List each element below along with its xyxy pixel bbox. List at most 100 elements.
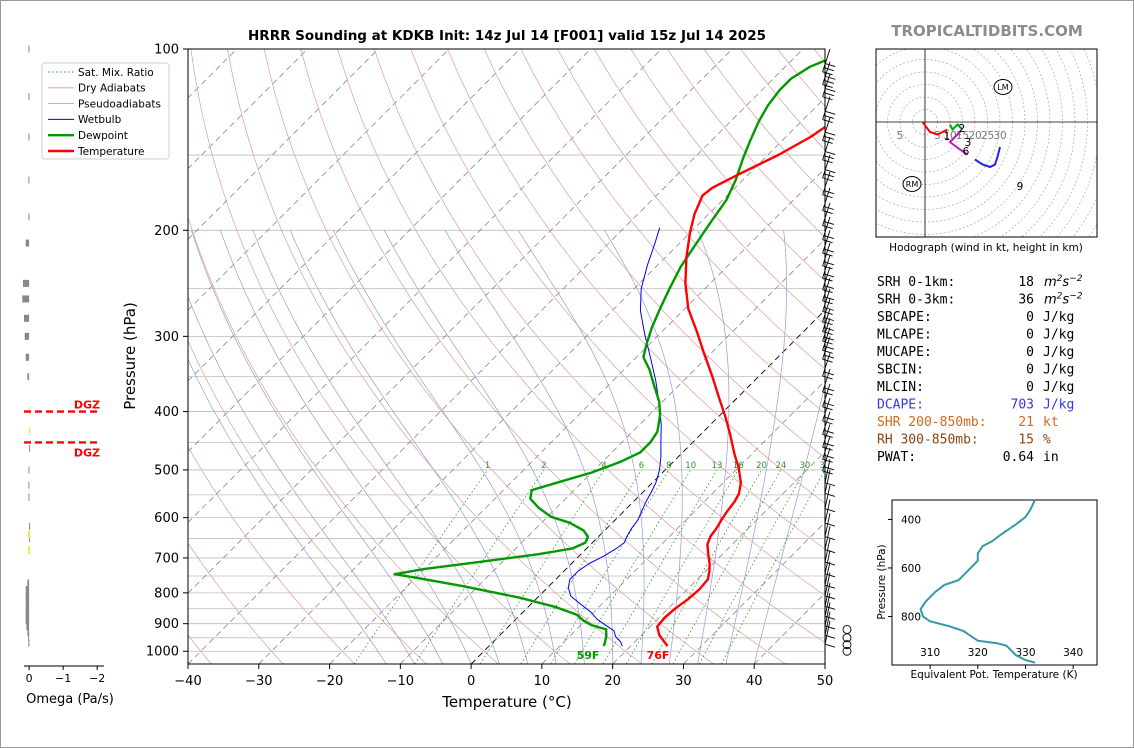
x-tick-label: 50 [817, 674, 834, 689]
theta-e-y-tick-label: 400 [901, 514, 921, 526]
theta-e-frame [891, 499, 1098, 666]
isotherm-line [683, 521, 825, 664]
dgz-label: DGZ [74, 446, 100, 459]
pseudoadiabat-line [333, 230, 557, 664]
pseudoadiabat-line [220, 230, 472, 664]
barb-staff [822, 308, 831, 332]
isotherm-line [188, 49, 662, 523]
barb-staff [824, 611, 831, 636]
barb-staff [824, 538, 831, 563]
omega-bar [28, 133, 30, 141]
parameter-label: SRH 0-1km: [877, 275, 955, 290]
barb-staff [822, 411, 831, 435]
barb-flag [823, 317, 835, 322]
parameter-row: PWAT: 0.64 in [877, 450, 1059, 465]
storm-motion-marker [902, 176, 922, 192]
dgz-label: DGZ [74, 399, 100, 412]
x-tick-label: −20 [316, 674, 343, 689]
wind-barb [824, 620, 836, 648]
isotherm-line [329, 168, 825, 664]
mixing-ratio-label: 1 [485, 461, 490, 471]
parameter-unit: J/kg [1043, 345, 1074, 360]
hodograph-ring-label: 30 [993, 130, 1006, 142]
wind-barb [822, 187, 835, 215]
hodograph-height-label: 1 [944, 131, 951, 143]
wind-barb [824, 459, 836, 487]
y-tick-label: 400 [154, 405, 179, 420]
wind-barb [822, 48, 836, 76]
storm-motion-marker [993, 79, 1013, 95]
barb-flag [822, 71, 833, 76]
barb-flag [822, 406, 833, 411]
theta-e-x-label: Equivalent Pot. Temperature (K) [910, 669, 1077, 681]
barb-flag [825, 88, 836, 92]
x-tick-label: 40 [746, 674, 763, 689]
barb-flag [823, 92, 835, 97]
wind-barb [822, 202, 835, 229]
barb-flag [823, 80, 835, 84]
y-tick-label: 900 [154, 617, 179, 632]
omega-axis-label: Omega (Pa/s) [26, 692, 114, 707]
omega-bar [24, 332, 30, 340]
omega-bar [25, 592, 30, 600]
barb-staff [824, 459, 831, 483]
barb-flag [822, 446, 833, 451]
unit-exponent: −2 [1069, 274, 1083, 284]
parameters-table: SRH 0-1km: 18 m2s−2 SRH 0-3km: 36 m2s−2 SBCAPE… [877, 274, 1083, 465]
hodograph-ring-label: 5 [934, 130, 941, 142]
parameter-value: 15 [1018, 433, 1034, 448]
isotherm-line [188, 49, 450, 311]
omega-bar [29, 444, 31, 452]
storm-motion-label: RM [906, 180, 919, 189]
omega-bar [27, 373, 30, 381]
wind-barb [822, 436, 835, 463]
calm-wind-circle [842, 624, 852, 634]
barb-flag [824, 584, 836, 589]
omega-bar [28, 639, 30, 647]
legend-label: Wetbulb [78, 114, 122, 126]
barb-flag [823, 221, 835, 225]
barb-staff [822, 230, 831, 254]
x-tick-label: −40 [174, 674, 201, 689]
barb-staff [822, 242, 831, 267]
barb-flag [823, 327, 835, 331]
wind-barb [822, 73, 836, 101]
mixing-ratio-label: 24 [775, 461, 786, 471]
hodograph-trace [949, 123, 964, 132]
parameter-value: 703 [1011, 398, 1034, 413]
theta-e-x-tick-label: 310 [920, 647, 940, 659]
barb-staff [824, 513, 831, 537]
mixing-ratio-label: 13 [712, 461, 723, 471]
mixing-ratio-label: 36 [819, 461, 830, 471]
legend-label: Pseudoadiabats [78, 98, 161, 110]
omega-bar [28, 493, 30, 501]
barb-flag [822, 458, 833, 463]
barb-staff [824, 582, 831, 607]
storm-motion-label: LM [997, 83, 1008, 92]
parameter-value: 0 [1026, 345, 1034, 360]
parameter-row: RH 300-850mb: 15% [877, 433, 1051, 448]
wind-barb [824, 513, 836, 541]
parameter-label: PWAT: [877, 450, 916, 465]
mixing-ratio-label: 2 [541, 461, 546, 471]
hodograph-height-label: 9 [1017, 181, 1024, 193]
barb-flag [824, 482, 836, 487]
barb-flag [823, 114, 835, 119]
parameter-value: 0 [1026, 363, 1034, 378]
hodograph-height-label: 6 [963, 146, 970, 158]
omega-bar [27, 579, 30, 587]
barb-staff [822, 216, 831, 240]
pseudoadiabat-line [252, 230, 500, 664]
parameter-row: SBCAPE: 0 J/kg [877, 310, 1074, 325]
mixing-ratio-line [353, 469, 488, 664]
omega-bar [25, 239, 30, 247]
x-tick-label: −30 [245, 674, 272, 689]
barb-staff [822, 255, 831, 279]
wind-barb [824, 561, 836, 589]
barb-staff [822, 171, 831, 195]
barb-staff [822, 288, 831, 312]
parameter-label: DCAPE: [877, 398, 924, 413]
wind-barb [822, 230, 835, 257]
barb-flag [822, 239, 833, 244]
barb-flag [823, 466, 835, 471]
